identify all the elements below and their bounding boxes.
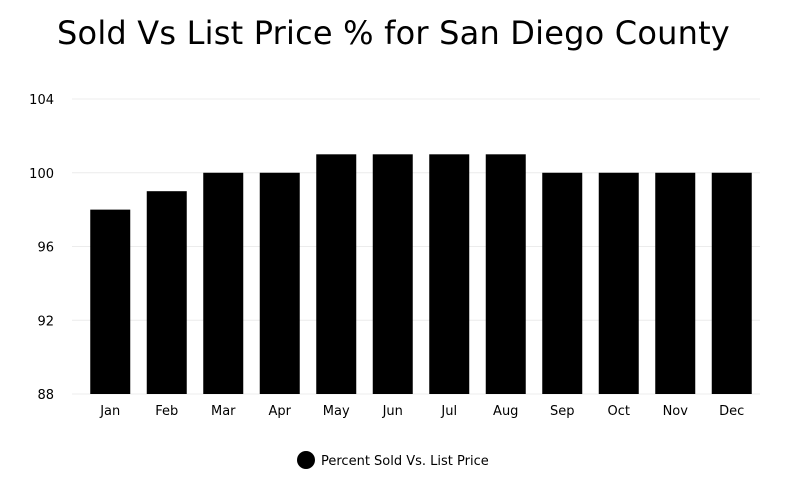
bar-sep[interactable]: [542, 172, 583, 394]
x-tick-label: May: [323, 404, 350, 419]
x-tick-label: Dec: [719, 404, 744, 419]
bar-may[interactable]: [316, 154, 357, 394]
x-tick-label: Nov: [663, 404, 689, 419]
y-tick-label: 88: [37, 388, 54, 403]
y-tick-label: 96: [37, 241, 54, 256]
x-tick-label: Jul: [440, 404, 457, 419]
bar-aug[interactable]: [485, 154, 526, 394]
legend[interactable]: Percent Sold Vs. List Price: [297, 451, 489, 469]
bar-feb[interactable]: [146, 191, 187, 394]
bar-nov[interactable]: [655, 172, 696, 394]
bars: [90, 154, 752, 394]
x-tick-label: Mar: [211, 404, 236, 419]
bar-jun[interactable]: [372, 154, 413, 394]
x-tick-label: Jan: [99, 404, 120, 419]
y-tick-label: 100: [29, 167, 54, 182]
bar-apr[interactable]: [259, 172, 300, 394]
legend-label[interactable]: Percent Sold Vs. List Price: [321, 454, 489, 469]
y-axis-ticks: 88 92 96 100 104: [29, 93, 54, 403]
x-tick-label: Apr: [269, 404, 292, 419]
legend-marker-icon[interactable]: [297, 451, 315, 469]
y-tick-label: 92: [37, 314, 54, 329]
x-tick-label: Oct: [608, 404, 630, 419]
chart-title: Sold Vs List Price % for San Diego Count…: [57, 14, 730, 52]
x-tick-label: Aug: [493, 404, 518, 419]
x-tick-label: Jun: [382, 404, 403, 419]
bar-dec[interactable]: [711, 172, 752, 394]
bar-oct[interactable]: [598, 172, 639, 394]
x-axis-labels: Jan Feb Mar Apr May Jun Jul Aug Sep Oct Nov Dec: [99, 404, 744, 419]
bar-jan[interactable]: [90, 209, 131, 394]
x-tick-label: Feb: [155, 404, 178, 419]
bar-jul[interactable]: [429, 154, 470, 394]
y-tick-label: 104: [29, 93, 54, 108]
bar-mar[interactable]: [203, 172, 244, 394]
x-tick-label: Sep: [550, 404, 575, 419]
